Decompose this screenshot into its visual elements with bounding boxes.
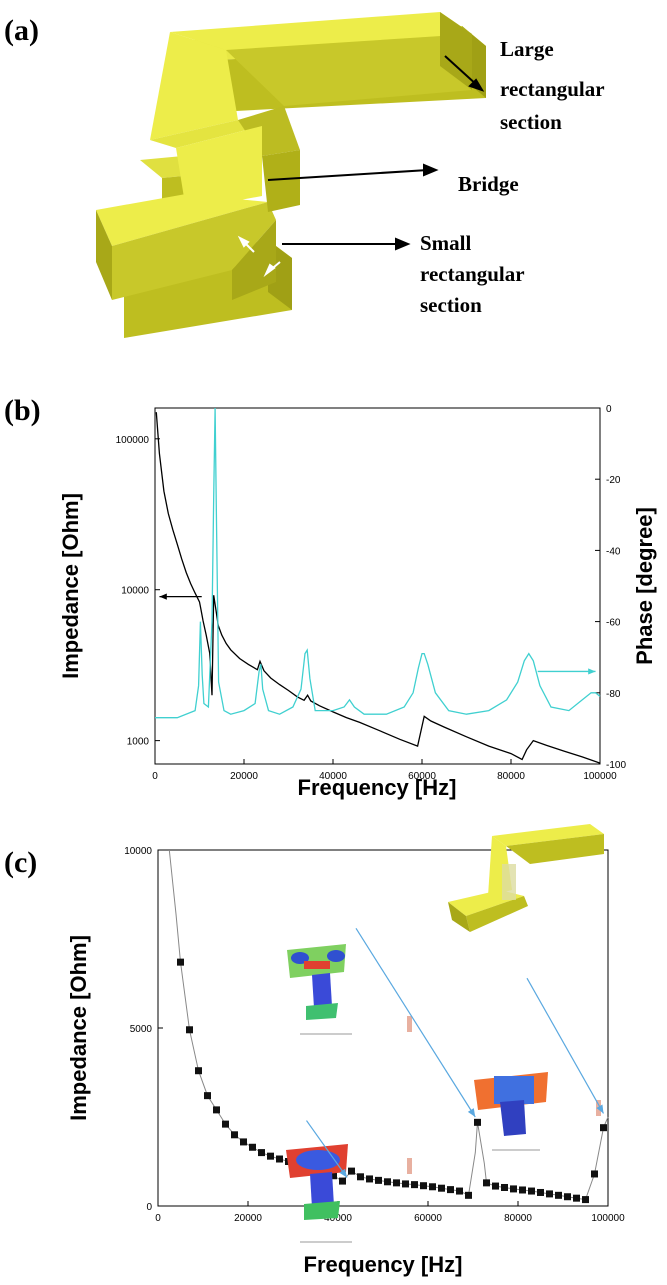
impedance-point-c bbox=[528, 1187, 535, 1195]
impedance-point-c bbox=[258, 1149, 265, 1157]
x-axis-title-c: Frequency [Hz] bbox=[304, 1252, 463, 1277]
impedance-point-c bbox=[186, 1026, 193, 1034]
x-tick-label-b: 40000 bbox=[319, 771, 347, 782]
impedance-point-c bbox=[402, 1180, 409, 1188]
panel-a-diagram: (a) Large bbox=[4, 12, 609, 338]
impedance-point-c bbox=[447, 1186, 454, 1194]
y-tick-label-c: 10000 bbox=[124, 846, 152, 857]
x-tick-label-b: 0 bbox=[152, 771, 158, 782]
impedance-point-c bbox=[429, 1183, 436, 1191]
mode-shape-inset-2 bbox=[286, 1144, 352, 1243]
inset-arrow-c bbox=[526, 977, 605, 1114]
x-tick-label-b: 20000 bbox=[230, 771, 258, 782]
impedance-point-c bbox=[420, 1182, 427, 1190]
impedance-point-c bbox=[204, 1092, 211, 1100]
impedance-point-c bbox=[330, 1172, 337, 1180]
impedance-point-c bbox=[582, 1196, 589, 1204]
annotation-arrows bbox=[267, 55, 485, 251]
x-tick-label-b: 80000 bbox=[497, 771, 525, 782]
impedance-point-c bbox=[213, 1106, 220, 1114]
x-tick-label-b: 60000 bbox=[408, 771, 436, 782]
impedance-point-c bbox=[564, 1193, 571, 1201]
impedance-point-c bbox=[348, 1167, 355, 1175]
impedance-point-c bbox=[339, 1177, 346, 1185]
impedance-point-c bbox=[591, 1170, 598, 1178]
x-tick-label-b: 100000 bbox=[583, 771, 617, 782]
impedance-point-c bbox=[222, 1120, 229, 1128]
impedance-point-c bbox=[519, 1186, 526, 1194]
impedance-point-c bbox=[267, 1152, 274, 1160]
plot-frame-b bbox=[154, 407, 601, 765]
y2-tick-label-b: -80 bbox=[606, 689, 621, 700]
impedance-curve-c bbox=[168, 849, 609, 1201]
impedance-point-c bbox=[366, 1175, 373, 1183]
y2-tick-label-b: -40 bbox=[606, 546, 621, 557]
x-axis-title-b: Frequency [Hz] bbox=[298, 775, 457, 800]
y-tick-label-b: 100000 bbox=[116, 435, 150, 446]
mode-shape-inset-1 bbox=[287, 944, 352, 1035]
impedance-point-c bbox=[249, 1143, 256, 1151]
y-axis-title-b: Impedance [Ohm] bbox=[58, 493, 83, 679]
label-large-section: Large rectangular section bbox=[500, 37, 609, 134]
impedance-point-c bbox=[501, 1183, 508, 1191]
y-tick-label-c: 5000 bbox=[130, 1024, 153, 1035]
label-bridge: Bridge bbox=[458, 172, 519, 196]
phase-line-b bbox=[155, 407, 601, 719]
impedance-point-c bbox=[474, 1118, 481, 1126]
x-tick-label-c: 0 bbox=[155, 1213, 161, 1224]
x-tick-label-c: 40000 bbox=[324, 1213, 352, 1224]
impedance-point-c bbox=[276, 1155, 283, 1163]
panel-a-label: (a) bbox=[4, 14, 39, 47]
y-tick-label-b: 10000 bbox=[121, 586, 149, 597]
plot-frame-c bbox=[157, 849, 609, 1207]
mode-shape-inset-3 bbox=[474, 1072, 548, 1151]
panel-c-label: (c) bbox=[4, 846, 37, 879]
impedance-point-c bbox=[375, 1176, 382, 1184]
impedance-line-b bbox=[155, 412, 601, 764]
impedance-point-c bbox=[492, 1182, 499, 1190]
x-tick-label-c: 80000 bbox=[504, 1213, 532, 1224]
impedance-point-c bbox=[195, 1067, 202, 1075]
x-tick-label-c: 100000 bbox=[591, 1213, 625, 1224]
y2-tick-label-b: -100 bbox=[606, 760, 626, 771]
impedance-point-c bbox=[573, 1194, 580, 1202]
impedance-point-c bbox=[231, 1131, 238, 1139]
y-tick-label-b: 1000 bbox=[127, 737, 150, 748]
impedance-point-c bbox=[177, 958, 184, 966]
right-axis-arrow-b bbox=[537, 668, 596, 675]
impedance-point-c bbox=[537, 1188, 544, 1196]
t-structure-thumbnail bbox=[448, 824, 604, 932]
panel-b-label: (b) bbox=[4, 394, 41, 427]
y-axis-title-c: Impedance [Ohm] bbox=[66, 935, 91, 1121]
impedance-point-c bbox=[600, 1124, 607, 1132]
impedance-point-c bbox=[384, 1178, 391, 1186]
left-axis-arrow-b bbox=[159, 593, 202, 600]
impedance-point-c bbox=[456, 1187, 463, 1195]
impedance-point-c bbox=[393, 1179, 400, 1187]
inset-arrow-c bbox=[306, 1120, 348, 1178]
x-tick-label-c: 20000 bbox=[234, 1213, 262, 1224]
impedance-point-c bbox=[510, 1185, 517, 1193]
panel-c-chart: (c) 0 20000 40000 60000 80000 100000 0 5000 1000… bbox=[4, 824, 625, 1277]
inset-arrow-c bbox=[355, 927, 476, 1118]
impedance-point-c bbox=[483, 1179, 490, 1187]
panel-b-chart: (b) 0 20000 40000 60000 80000 100000100010000… bbox=[4, 394, 657, 800]
y2-tick-label-b: -20 bbox=[606, 475, 621, 486]
y2-tick-label-b: -60 bbox=[606, 618, 621, 629]
impedance-point-c bbox=[555, 1191, 562, 1199]
impedance-point-c bbox=[240, 1138, 247, 1146]
t-shaped-structure bbox=[96, 12, 486, 338]
y2-axis-title-b: Phase [degree] bbox=[632, 507, 657, 665]
x-tick-label-c: 60000 bbox=[414, 1213, 442, 1224]
y2-tick-label-b: 0 bbox=[606, 404, 612, 415]
impedance-point-c bbox=[546, 1190, 553, 1198]
label-small-section: Small rectangular section bbox=[420, 231, 529, 317]
impedance-point-c bbox=[357, 1173, 364, 1181]
impedance-point-c bbox=[465, 1191, 472, 1199]
impedance-point-c bbox=[438, 1184, 445, 1192]
y-tick-label-c: 0 bbox=[146, 1202, 152, 1213]
impedance-point-c bbox=[411, 1181, 418, 1189]
width-arrows bbox=[237, 235, 281, 278]
